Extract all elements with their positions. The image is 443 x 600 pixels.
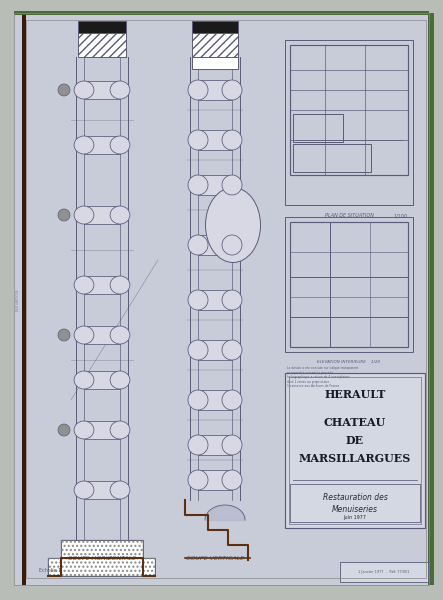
Bar bbox=[198, 390, 232, 410]
Ellipse shape bbox=[110, 206, 130, 224]
Ellipse shape bbox=[74, 276, 94, 294]
Bar bbox=[198, 340, 232, 360]
Bar bbox=[78, 33, 126, 57]
Bar bbox=[290, 222, 408, 347]
Circle shape bbox=[58, 209, 70, 221]
Bar bbox=[198, 290, 232, 310]
Ellipse shape bbox=[110, 421, 130, 439]
Ellipse shape bbox=[188, 290, 208, 310]
Ellipse shape bbox=[74, 481, 94, 499]
Bar bbox=[14, 11, 429, 15]
Bar bbox=[198, 130, 232, 150]
Text: 1/100: 1/100 bbox=[394, 213, 408, 218]
Bar bbox=[84, 481, 120, 499]
Bar bbox=[198, 470, 232, 490]
Ellipse shape bbox=[74, 371, 94, 389]
Text: ELEVATION INTERIEURE    1/20: ELEVATION INTERIEURE 1/20 bbox=[318, 360, 381, 364]
Bar bbox=[192, 33, 238, 57]
Text: DE: DE bbox=[346, 436, 364, 446]
Bar bbox=[340, 562, 428, 582]
Ellipse shape bbox=[188, 390, 208, 410]
Ellipse shape bbox=[110, 136, 130, 154]
Bar bbox=[61, 540, 143, 558]
Circle shape bbox=[58, 84, 70, 96]
Bar bbox=[192, 57, 238, 69]
Bar bbox=[84, 136, 120, 154]
Bar bbox=[48, 558, 155, 576]
Ellipse shape bbox=[74, 136, 94, 154]
Text: COUPE VERTICALE: COUPE VERTICALE bbox=[186, 556, 244, 560]
Ellipse shape bbox=[222, 435, 242, 455]
Bar bbox=[293, 114, 343, 142]
Bar bbox=[22, 13, 26, 585]
Text: HERAULT: HERAULT bbox=[324, 389, 386, 401]
Text: ELEVATION: ELEVATION bbox=[16, 289, 20, 311]
Text: MARSILLARGUES: MARSILLARGUES bbox=[299, 454, 411, 464]
Bar bbox=[84, 81, 120, 99]
Ellipse shape bbox=[188, 340, 208, 360]
Ellipse shape bbox=[74, 206, 94, 224]
Ellipse shape bbox=[188, 175, 208, 195]
Ellipse shape bbox=[222, 290, 242, 310]
Bar bbox=[192, 21, 238, 33]
Bar bbox=[428, 13, 434, 585]
Bar bbox=[84, 371, 120, 389]
Bar bbox=[84, 326, 120, 344]
Ellipse shape bbox=[188, 130, 208, 150]
Ellipse shape bbox=[222, 235, 242, 255]
Bar bbox=[48, 558, 155, 576]
Ellipse shape bbox=[74, 421, 94, 439]
Ellipse shape bbox=[110, 371, 130, 389]
Ellipse shape bbox=[222, 130, 242, 150]
Bar bbox=[198, 175, 232, 195]
Bar bbox=[198, 435, 232, 455]
Bar bbox=[61, 540, 143, 558]
Bar bbox=[84, 206, 120, 224]
Ellipse shape bbox=[74, 81, 94, 99]
Bar bbox=[285, 217, 413, 352]
Ellipse shape bbox=[110, 276, 130, 294]
Bar bbox=[290, 45, 408, 175]
Bar bbox=[293, 144, 371, 172]
Ellipse shape bbox=[222, 470, 242, 490]
Text: Restauration des: Restauration des bbox=[323, 493, 388, 503]
Ellipse shape bbox=[222, 340, 242, 360]
Ellipse shape bbox=[188, 80, 208, 100]
Ellipse shape bbox=[110, 81, 130, 99]
Text: Echelle 1: Echelle 1 bbox=[39, 568, 61, 572]
Text: COUPE HORIZONTALE: COUPE HORIZONTALE bbox=[68, 556, 136, 560]
Bar bbox=[290, 484, 420, 522]
Bar bbox=[84, 276, 120, 294]
Ellipse shape bbox=[110, 481, 130, 499]
Text: Juin 1977: Juin 1977 bbox=[343, 515, 366, 520]
Circle shape bbox=[58, 424, 70, 436]
Bar bbox=[198, 80, 232, 100]
Text: Menuiseries: Menuiseries bbox=[332, 505, 378, 514]
Ellipse shape bbox=[188, 470, 208, 490]
Bar bbox=[78, 21, 126, 33]
Bar bbox=[289, 377, 421, 524]
Ellipse shape bbox=[110, 326, 130, 344]
Ellipse shape bbox=[222, 175, 242, 195]
Bar bbox=[285, 373, 425, 528]
Bar bbox=[198, 235, 232, 255]
Text: PLAN DE SITUATION: PLAN DE SITUATION bbox=[325, 213, 373, 218]
Bar bbox=[285, 40, 413, 205]
Ellipse shape bbox=[206, 187, 260, 263]
Ellipse shape bbox=[74, 326, 94, 344]
Ellipse shape bbox=[222, 80, 242, 100]
Bar bbox=[84, 421, 120, 439]
Ellipse shape bbox=[188, 235, 208, 255]
Text: CHATEAU: CHATEAU bbox=[324, 418, 386, 428]
Text: Le dessin a ete execute sur calque transparent
et reproduit suivant le procede
h: Le dessin a ete execute sur calque trans… bbox=[287, 366, 358, 388]
Text: 1 Janvier 1977  -  Réf: 77/001: 1 Janvier 1977 - Réf: 77/001 bbox=[358, 570, 410, 574]
Ellipse shape bbox=[222, 390, 242, 410]
Ellipse shape bbox=[188, 435, 208, 455]
Circle shape bbox=[58, 329, 70, 341]
